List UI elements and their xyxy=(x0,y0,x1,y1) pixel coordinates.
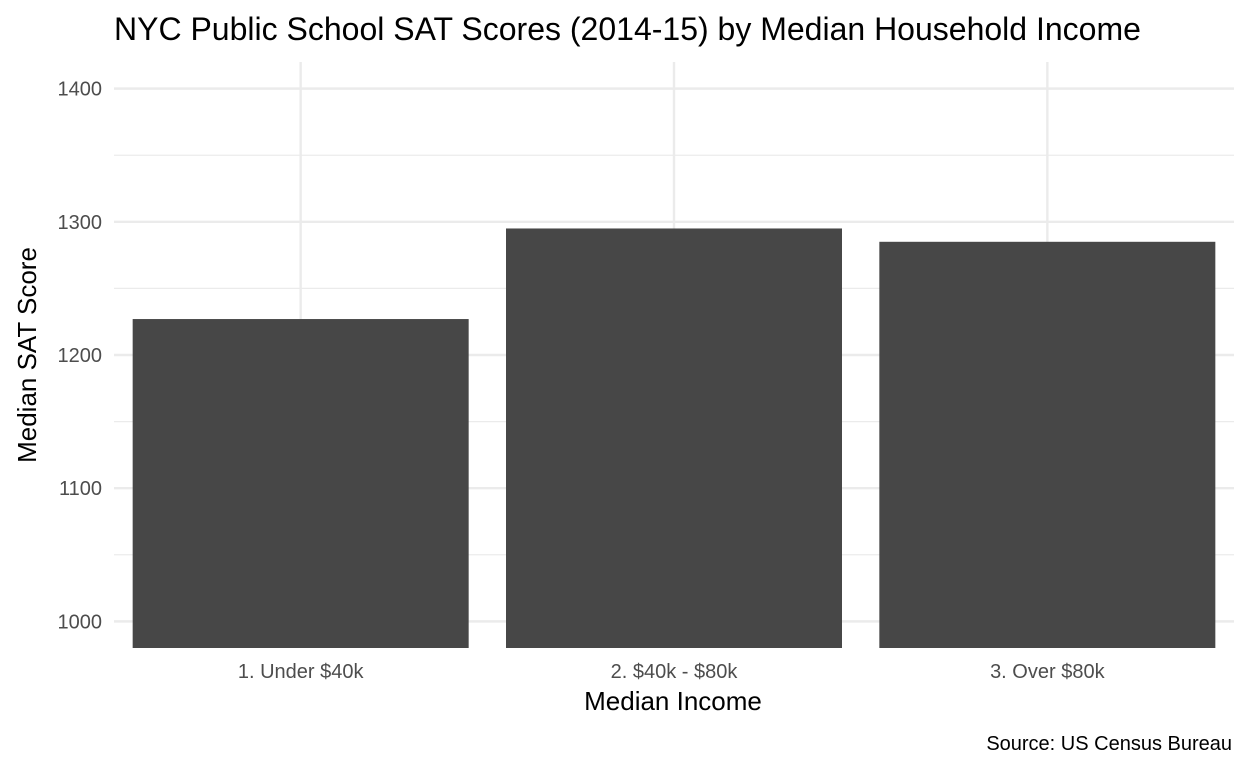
y-tick-label: 1200 xyxy=(58,345,103,367)
x-tick-label: 2. $40k - $80k xyxy=(611,661,739,683)
y-tick-label: 1100 xyxy=(59,478,102,500)
y-tick-label: 1400 xyxy=(58,79,103,101)
bar-3 xyxy=(879,241,1216,648)
bar-2 xyxy=(506,228,842,648)
bar-1 xyxy=(132,319,469,648)
x-tick-label: 3. Over $80k xyxy=(990,661,1106,683)
y-tick-label: 1300 xyxy=(58,212,103,234)
chart-caption: Source: US Census Bureau xyxy=(986,733,1232,755)
bars-layer xyxy=(132,228,1216,648)
y-tick-label: 1000 xyxy=(58,611,103,633)
x-axis-ticks: 1. Under $40k 2. $40k - $80k 3. Over $80k xyxy=(238,661,1106,683)
y-axis-title: Median SAT Score xyxy=(12,247,42,463)
y-axis-ticks: 1000 1100 1200 1300 1400 xyxy=(58,79,103,634)
x-tick-label: 1. Under $40k xyxy=(238,661,365,683)
x-axis-title: Median Income xyxy=(584,686,762,716)
chart-title: NYC Public School SAT Scores (2014-15) b… xyxy=(114,11,1141,47)
